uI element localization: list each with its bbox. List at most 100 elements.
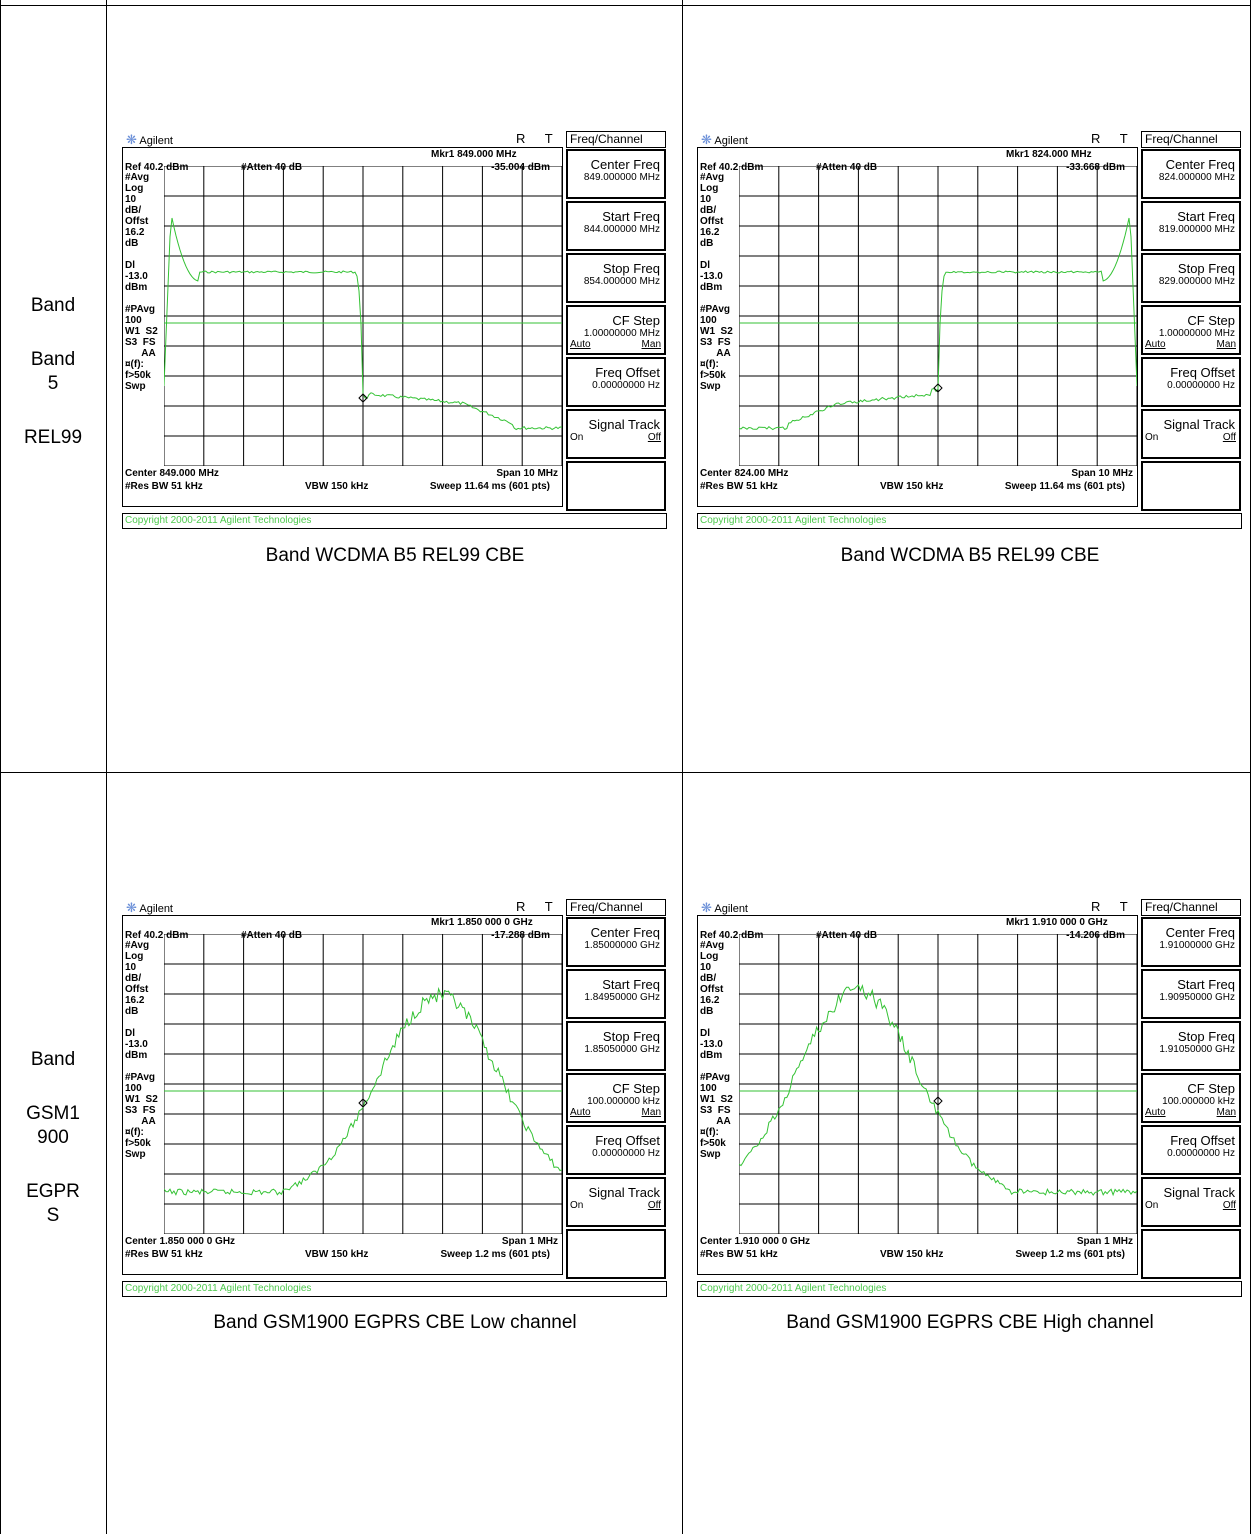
- softkey-label: Stop Freq: [1177, 1029, 1235, 1044]
- auto-option: Auto: [570, 1107, 591, 1118]
- row-label-line: REL99: [23, 427, 83, 448]
- marker-label: Mkr1 1.910 000 0 GHz: [1006, 917, 1108, 928]
- analyzer-screenshot: ❋ Agilent R T Mkr1 849.000 MHz Ref 40.2 …: [122, 131, 670, 537]
- softkey-label: CF Step: [612, 1081, 660, 1096]
- softkey-value: 100.000000 kHz: [1162, 1096, 1235, 1107]
- menu-title: Freq/Channel: [1141, 899, 1241, 916]
- start-freq-softkey[interactable]: Start Freq 844.000000 MHz: [566, 201, 666, 251]
- row-label-line: Band: [30, 295, 76, 316]
- table-border-top: [0, 5, 1251, 6]
- table-divider-1: [106, 0, 107, 1534]
- man-option: Man: [641, 1107, 661, 1118]
- softkey-label: Stop Freq: [602, 261, 660, 276]
- softkey-label: Freq Offset: [1170, 1133, 1235, 1148]
- cf-step-softkey[interactable]: CF Step 100.000000 kHz Auto Man: [566, 1073, 666, 1123]
- brand-label: Agilent: [714, 135, 748, 147]
- freq-offset-softkey[interactable]: Freq Offset 0.00000000 Hz: [566, 357, 666, 407]
- on-option: On: [1145, 1200, 1159, 1211]
- plot-caption: Band WCDMA B5 REL99 CBE: [265, 545, 525, 566]
- start-freq-softkey[interactable]: Start Freq 1.90950000 GHz: [1141, 969, 1241, 1019]
- off-option: Off: [647, 432, 661, 443]
- span-label: Span 10 MHz: [1071, 468, 1133, 479]
- softkey-label: Signal Track: [1163, 417, 1235, 432]
- sweep-label: Sweep 11.64 ms (601 pts): [429, 481, 550, 492]
- softkey-value: 1.85000000 GHz: [584, 940, 660, 951]
- plot-caption: Band GSM1900 EGPRS CBE High channel: [786, 1312, 1154, 1333]
- softkey-label: Freq Offset: [1170, 365, 1235, 380]
- blank-softkey[interactable]: [1141, 1229, 1241, 1279]
- spectrum-trace: [164, 986, 562, 1196]
- stop-freq-softkey[interactable]: Stop Freq 1.85050000 GHz: [566, 1021, 666, 1071]
- softkey-menu: Freq/Channel Center Freq 1.85000000 GHz …: [566, 899, 667, 1281]
- man-option: Man: [1216, 1107, 1236, 1118]
- spectrum-plot: [739, 166, 1137, 466]
- cf-step-softkey[interactable]: CF Step 100.000000 kHz Auto Man: [1141, 1073, 1241, 1123]
- softkey-label: Start Freq: [1177, 977, 1235, 992]
- softkey-value: 844.000000 MHz: [583, 224, 660, 235]
- display-settings: #Avg Log 10 dB/ Offst 16.2 dB Dl -13.0 d…: [125, 172, 158, 392]
- auto-option: Auto: [570, 339, 591, 350]
- center-freq-label: Center 824.00 MHz: [700, 468, 789, 479]
- blank-softkey[interactable]: [566, 461, 666, 511]
- center-freq-softkey[interactable]: Center Freq 849.000000 MHz: [566, 149, 666, 199]
- blank-softkey[interactable]: [1141, 461, 1241, 511]
- brand-label: Agilent: [139, 903, 173, 915]
- rt-indicator: R T: [516, 899, 561, 914]
- softkey-label: Stop Freq: [1177, 261, 1235, 276]
- center-freq-softkey[interactable]: Center Freq 824.000000 MHz: [1141, 149, 1241, 199]
- analyzer-screenshot: ❋ Agilent R T Mkr1 1.910 000 0 GHz Ref 4…: [697, 899, 1245, 1305]
- row-label-line: Band 5: [30, 349, 76, 394]
- attenuation: #Atten 40 dB: [816, 162, 878, 173]
- analyzer-header: ❋ Agilent R T: [122, 131, 562, 147]
- start-freq-softkey[interactable]: Start Freq 819.000000 MHz: [1141, 201, 1241, 251]
- softkey-value: 100.000000 kHz: [587, 1096, 660, 1107]
- attenuation: #Atten 40 dB: [241, 930, 303, 941]
- softkey-value: 849.000000 MHz: [583, 172, 660, 183]
- stop-freq-softkey[interactable]: Stop Freq 829.000000 MHz: [1141, 253, 1241, 303]
- freq-offset-softkey[interactable]: Freq Offset 0.00000000 Hz: [1141, 1125, 1241, 1175]
- stop-freq-softkey[interactable]: Stop Freq 1.91050000 GHz: [1141, 1021, 1241, 1071]
- center-freq-label: Center 1.910 000 0 GHz: [700, 1236, 811, 1247]
- softkey-label: Freq Offset: [595, 365, 660, 380]
- signal-track-softkey[interactable]: Signal Track On Off: [566, 409, 666, 459]
- agilent-logo: ❋ Agilent: [701, 900, 748, 916]
- table-row-divider: [0, 772, 1251, 773]
- signal-track-softkey[interactable]: Signal Track On Off: [1141, 409, 1241, 459]
- cf-step-softkey[interactable]: CF Step 1.00000000 MHz Auto Man: [1141, 305, 1241, 355]
- softkey-label: Signal Track: [588, 1185, 660, 1200]
- analyzer-display: Mkr1 1.910 000 0 GHz Ref 40.2 dBm #Atten…: [697, 915, 1138, 1275]
- softkey-value: 1.90950000 GHz: [1159, 992, 1235, 1003]
- signal-track-softkey[interactable]: Signal Track On Off: [566, 1177, 666, 1227]
- freq-offset-softkey[interactable]: Freq Offset 0.00000000 Hz: [1141, 357, 1241, 407]
- signal-track-softkey[interactable]: Signal Track On Off: [1141, 1177, 1241, 1227]
- vbw-label: VBW 150 kHz: [880, 1249, 944, 1260]
- display-settings: #Avg Log 10 dB/ Offst 16.2 dB Dl -13.0 d…: [125, 940, 158, 1160]
- cf-step-softkey[interactable]: CF Step 1.00000000 MHz Auto Man: [566, 305, 666, 355]
- off-option: Off: [647, 1200, 661, 1211]
- softkey-label: Start Freq: [602, 977, 660, 992]
- rt-indicator: R T: [1091, 131, 1136, 146]
- softkey-label: Start Freq: [602, 209, 660, 224]
- marker-diamond: [358, 1098, 368, 1108]
- copyright-bar: Copyright 2000-2011 Agilent Technologies: [122, 513, 667, 529]
- softkey-menu: Freq/Channel Center Freq 849.000000 MHz …: [566, 131, 667, 513]
- vbw-label: VBW 150 kHz: [880, 481, 944, 492]
- ref-level: Ref 40.2 dBm: [700, 162, 764, 173]
- stop-freq-softkey[interactable]: Stop Freq 854.000000 MHz: [566, 253, 666, 303]
- blank-softkey[interactable]: [566, 1229, 666, 1279]
- spectrum-plot: [164, 166, 562, 466]
- center-freq-softkey[interactable]: Center Freq 1.91000000 GHz: [1141, 917, 1241, 967]
- softkey-label: Center Freq: [590, 157, 660, 172]
- auto-option: Auto: [1145, 1107, 1166, 1118]
- softkey-label: CF Step: [1187, 313, 1235, 328]
- softkey-label: Signal Track: [588, 417, 660, 432]
- analyzer-screenshot: ❋ Agilent R T Mkr1 1.850 000 0 GHz Ref 4…: [122, 899, 670, 1305]
- ref-level: Ref 40.2 dBm: [125, 930, 189, 941]
- row-label-line: GSM1 900: [26, 1103, 80, 1148]
- marker-value: -14.206 dBm: [1066, 930, 1125, 941]
- freq-offset-softkey[interactable]: Freq Offset 0.00000000 Hz: [566, 1125, 666, 1175]
- analyzer-header: ❋ Agilent R T: [697, 899, 1137, 915]
- center-freq-softkey[interactable]: Center Freq 1.85000000 GHz: [566, 917, 666, 967]
- softkey-label: Start Freq: [1177, 209, 1235, 224]
- start-freq-softkey[interactable]: Start Freq 1.84950000 GHz: [566, 969, 666, 1019]
